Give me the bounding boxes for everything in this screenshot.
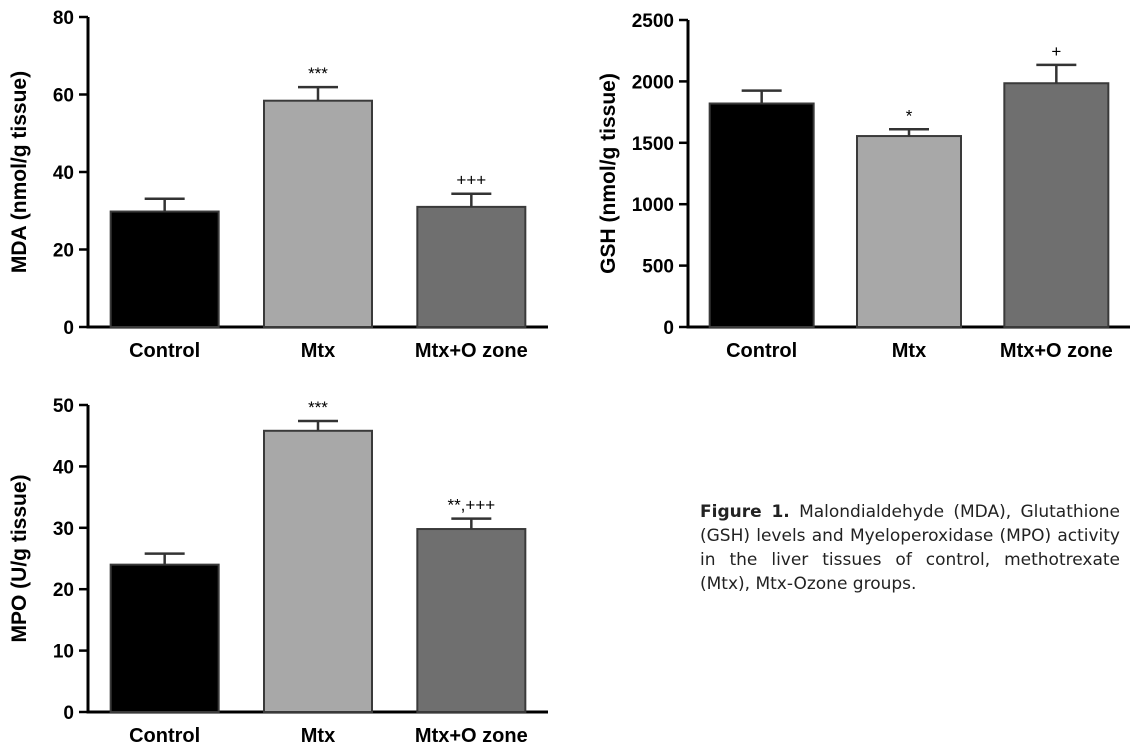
chart-gsh: 0 500 1000 1500 2000 2500 GSH (nmol/g tissue) C… (597, 11, 1130, 362)
bar-mtx-o-zone (416, 528, 527, 714)
figure-caption: Figure 1. Malondialdehyde (MDA), Glutath… (700, 500, 1120, 596)
bar-control (708, 102, 815, 328)
x-category-label: Control (129, 340, 200, 362)
bar-control (109, 210, 220, 328)
y-tick-label: 80 (53, 8, 74, 29)
y-tick-label: 50 (53, 396, 74, 417)
bar-mtx (856, 135, 962, 328)
bar-mtx-o-zone (1003, 82, 1110, 328)
bar-mtx (263, 429, 373, 713)
y-tick-label: 1000 (632, 195, 674, 216)
significance-label: *** (308, 398, 328, 417)
y-tick-label: 0 (63, 318, 74, 339)
y-tick-label: 2000 (632, 72, 674, 93)
bar-mtx (263, 99, 373, 328)
chart-mda: 0 20 40 60 80 MDA (nmol/g tissue) Control *** Mt… (8, 8, 548, 362)
significance-label: + (1051, 42, 1061, 61)
significance-label: **,+++ (447, 496, 495, 515)
caption-text: Malondialdehyde (MDA), Glutathione (GSH)… (700, 502, 1120, 594)
x-category-label: Mtx (301, 725, 335, 747)
y-tick-label: 20 (53, 580, 74, 601)
y-tick-label: 0 (663, 318, 674, 339)
y-tick-label: 60 (53, 86, 74, 107)
significance-label: *** (308, 64, 328, 83)
x-category-label: Mtx+O zone (1000, 340, 1113, 362)
bar-mtx-o-zone (416, 205, 527, 328)
significance-label: +++ (456, 171, 486, 190)
chart-mpo: 0 10 20 30 40 50 MPO (U/g tissue) Control *** Mtx… (8, 396, 548, 747)
y-axis-title: MDA (nmol/g tissue) (8, 71, 31, 273)
y-tick-label: 30 (53, 519, 74, 540)
significance-label: * (906, 106, 913, 125)
y-tick-label: 40 (53, 457, 74, 478)
y-tick-label: 10 (53, 642, 74, 663)
x-category-label: Mtx (892, 340, 926, 362)
y-axis-title: GSH (nmol/g tissue) (597, 73, 620, 274)
y-tick-label: 500 (642, 257, 674, 278)
y-tick-label: 1500 (632, 134, 674, 155)
y-tick-label: 20 (53, 241, 74, 262)
x-category-label: Mtx+O zone (415, 340, 528, 362)
y-tick-label: 2500 (632, 11, 674, 32)
x-category-label: Mtx+O zone (415, 725, 528, 747)
bar-control (109, 563, 220, 714)
x-category-label: Mtx (301, 340, 335, 362)
x-category-label: Control (726, 340, 797, 362)
y-tick-label: 40 (53, 163, 74, 184)
x-category-label: Control (129, 725, 200, 747)
y-tick-label: 0 (63, 703, 74, 724)
y-axis-title: MPO (U/g tissue) (8, 474, 31, 642)
caption-label: Figure 1. (700, 502, 790, 522)
